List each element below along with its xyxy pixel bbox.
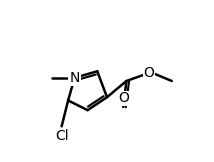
- Text: N: N: [69, 71, 80, 85]
- Text: O: O: [144, 66, 155, 80]
- Text: O: O: [118, 91, 129, 105]
- Text: Cl: Cl: [55, 129, 68, 143]
